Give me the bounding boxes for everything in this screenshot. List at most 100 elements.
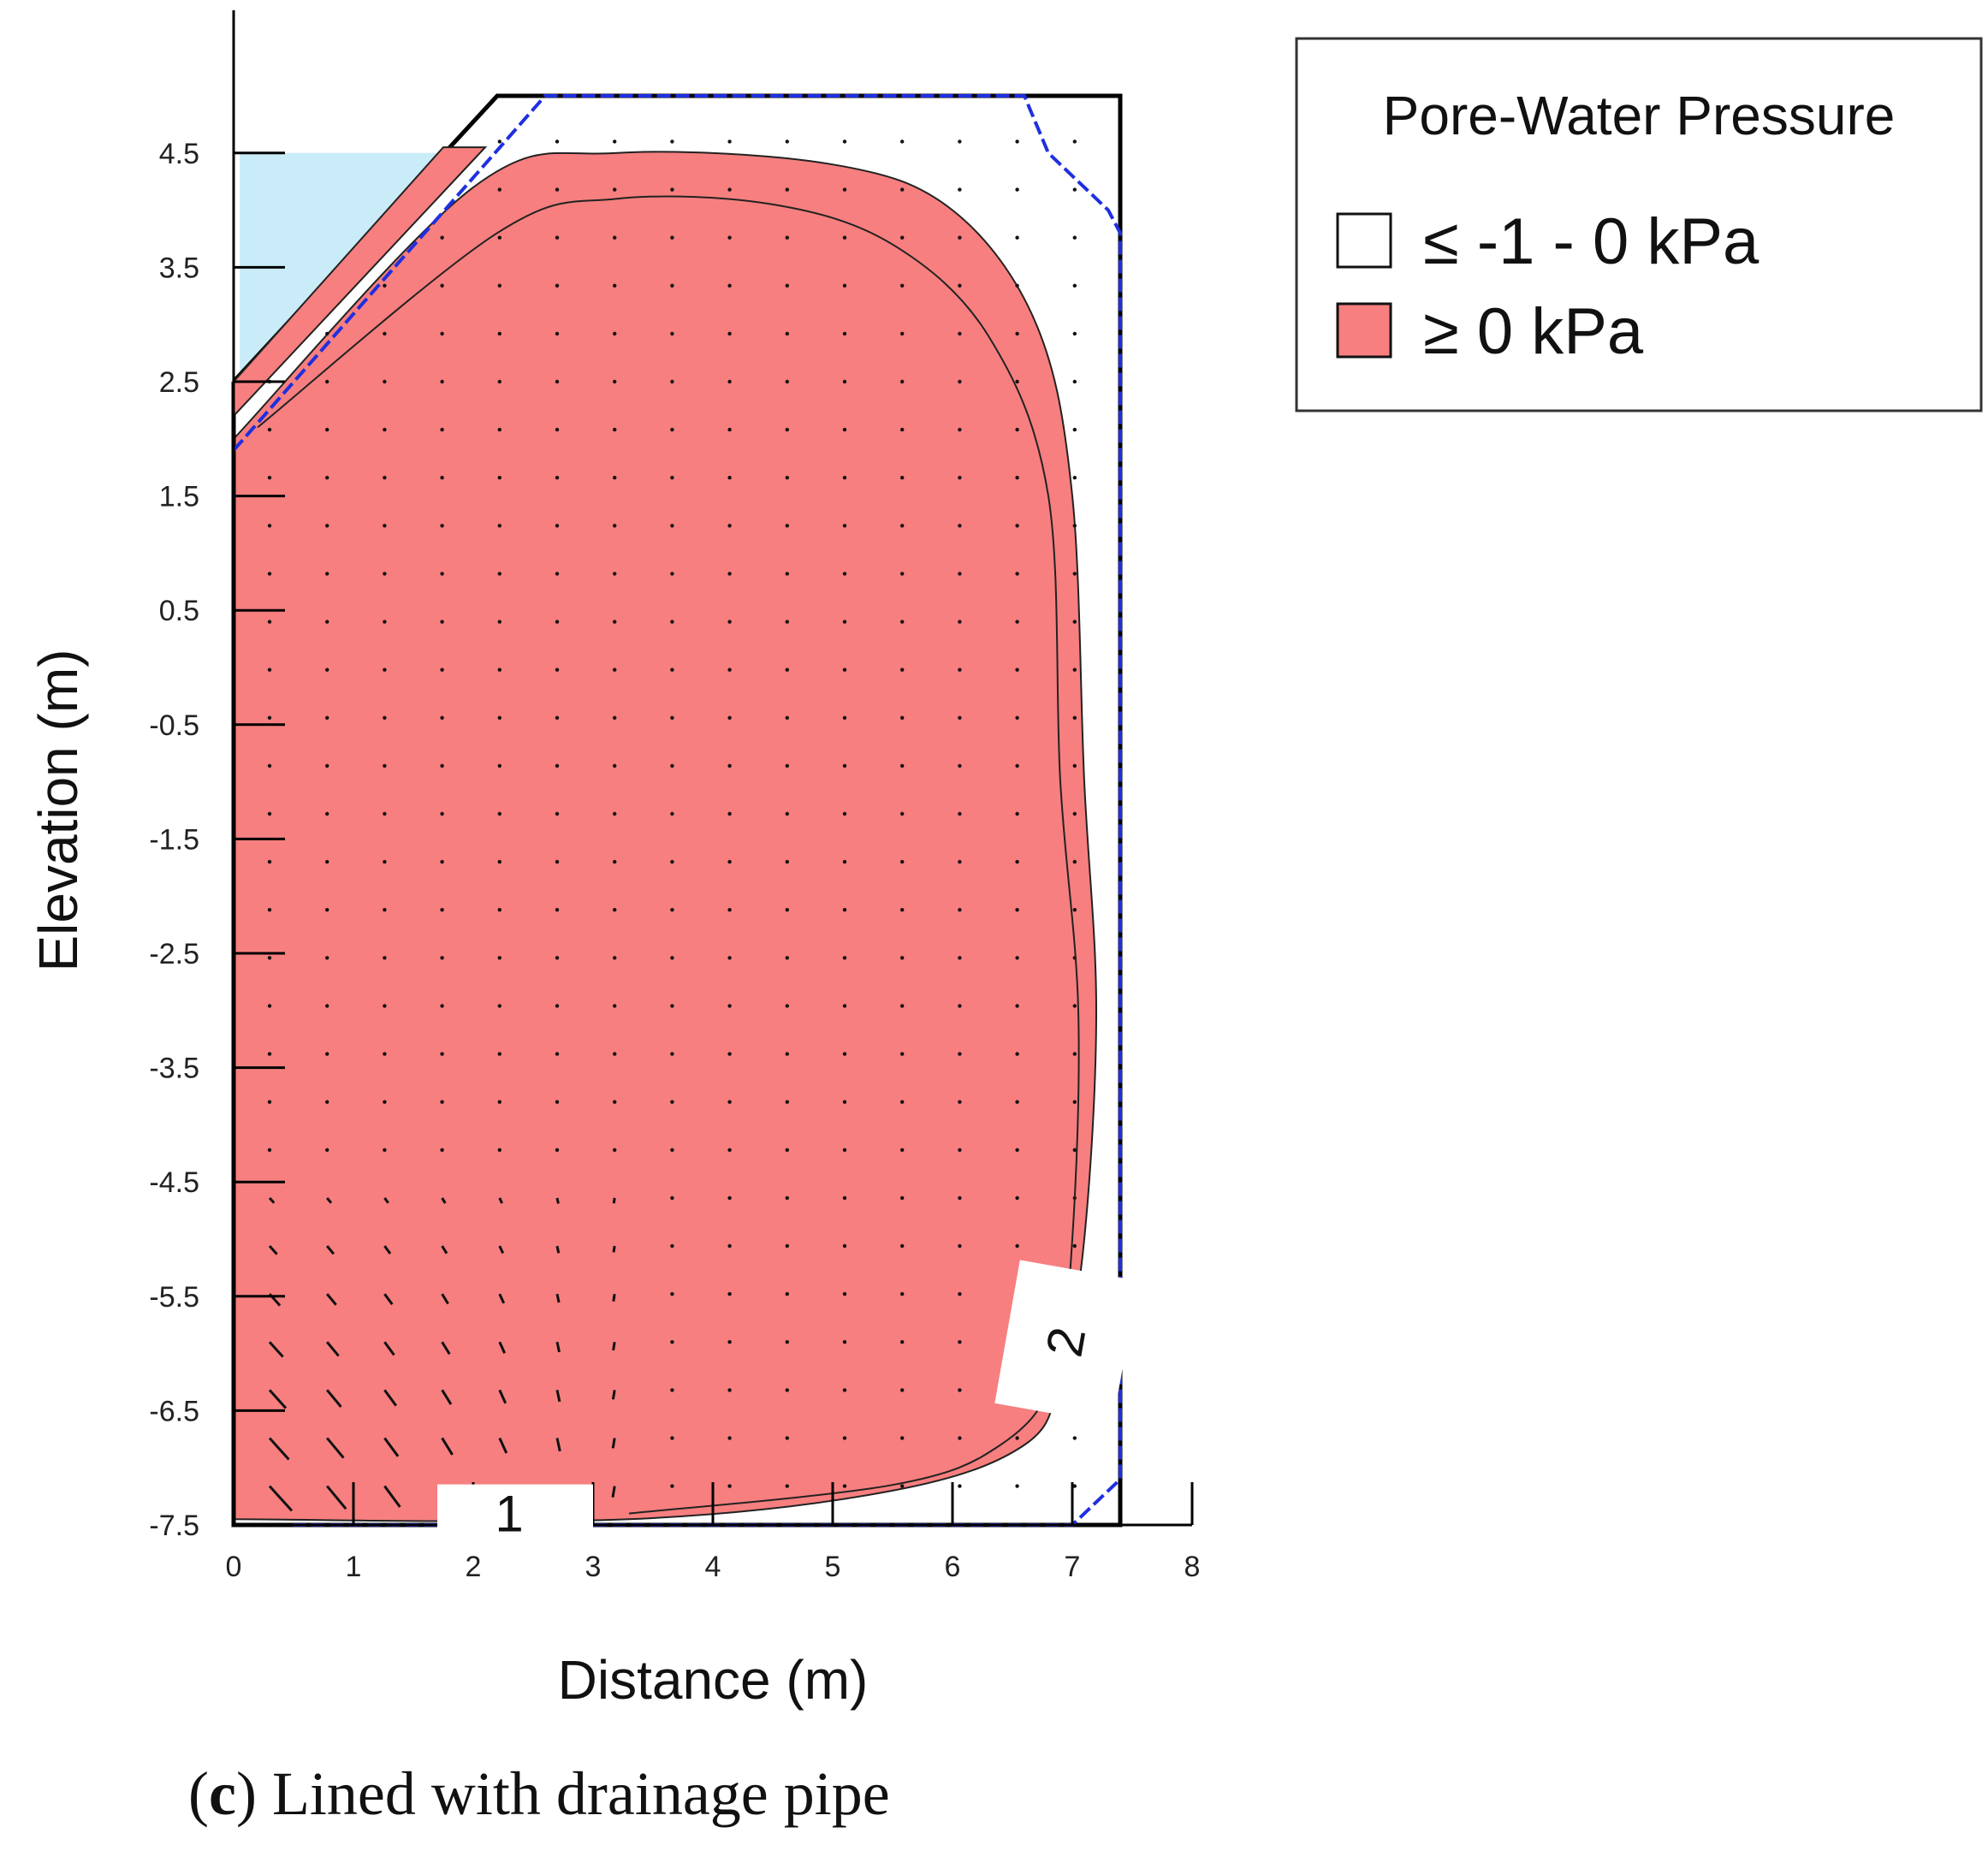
flow-vector (325, 524, 329, 528)
y-axis-title: Elevation (m) (27, 650, 89, 972)
flow-vector (555, 715, 560, 720)
flow-vector (900, 1484, 905, 1488)
flow-vector (958, 187, 962, 192)
flow-vector (497, 331, 501, 336)
contour-labels: 12 (437, 1260, 1138, 1543)
flow-vector (842, 235, 847, 240)
flow-vector (1072, 427, 1077, 432)
flow-vector (958, 235, 962, 240)
flow-vector (670, 572, 674, 576)
flow-vector (1015, 1484, 1019, 1488)
flow-vector (497, 908, 501, 912)
flow-vector (383, 1004, 387, 1008)
flow-vector (613, 620, 617, 624)
flow-vector (670, 1195, 674, 1201)
flow-vector (613, 715, 617, 720)
flow-vector (900, 1388, 905, 1392)
legend: Pore-Water Pressure ≤ -1 - 0 kPa ≥ 0 kPa (1295, 37, 1983, 412)
flow-vector (958, 956, 962, 960)
flow-vector (958, 908, 962, 912)
x-tick-label: 0 (226, 1551, 242, 1583)
flow-vector (267, 1148, 272, 1153)
flow-vector (497, 379, 501, 384)
flow-vector (900, 908, 905, 912)
flow-vector (958, 572, 962, 576)
flow-vector (1072, 283, 1077, 288)
flow-vector (842, 1388, 847, 1392)
flow-vector (555, 1390, 561, 1403)
flow-vector (785, 715, 789, 720)
flow-vector (670, 476, 674, 480)
flow-vector (842, 1195, 847, 1201)
flow-vector (497, 235, 501, 240)
flow-vector (1072, 620, 1077, 624)
flow-vector (613, 187, 617, 192)
flow-vector (440, 427, 444, 432)
flow-vector (383, 1100, 387, 1104)
flow-vector (555, 524, 560, 528)
legend-title: Pore-Water Pressure (1383, 85, 1896, 146)
flow-vector (727, 524, 732, 528)
contour-label-1: 1 (495, 1486, 523, 1543)
flow-vector (555, 1341, 561, 1353)
flow-vector (497, 283, 501, 288)
contour-label-box (994, 1260, 1138, 1425)
flow-vector (785, 811, 789, 816)
flow-vector (900, 283, 905, 288)
flow-vector (900, 1148, 905, 1153)
flow-vector (325, 908, 329, 912)
flow-vector (267, 667, 272, 672)
flow-vector (1072, 187, 1077, 192)
flow-vector (1072, 331, 1077, 336)
flow-vector (842, 283, 847, 288)
flow-vector (958, 1100, 962, 1104)
x-tick-label: 6 (945, 1551, 961, 1583)
flow-vector (727, 379, 732, 384)
flow-vector (555, 331, 560, 336)
flow-vector (842, 1148, 847, 1153)
flow-vector (555, 235, 560, 240)
flow-vector (440, 859, 444, 864)
flow-vector (958, 476, 962, 480)
flow-vector (325, 715, 329, 720)
flow-vector (441, 1341, 451, 1356)
flow-vector (555, 859, 560, 864)
flow-vector (900, 139, 905, 144)
flow-vector (267, 524, 272, 528)
flow-vector (727, 811, 732, 816)
flow-vector (958, 859, 962, 864)
flow-vector (785, 331, 789, 336)
flow-vector (267, 956, 272, 960)
flow-vector (1015, 427, 1019, 432)
flow-vector (1072, 715, 1077, 720)
flow-vector (497, 956, 501, 960)
flow-vector (1072, 1436, 1077, 1440)
flow-vector (613, 524, 617, 528)
flow-vector (383, 1389, 398, 1407)
flow-vector (383, 763, 387, 768)
flow-vector (497, 620, 501, 624)
flow-vector (555, 427, 560, 432)
flow-vector (498, 1389, 507, 1404)
chart-axes: 4.5 3.5 2.5 1.5 0.5 -0.5 -1.5 -2.5 -3.5 -4.5 -5.5 -… (27, 10, 1200, 1711)
flow-vector (842, 908, 847, 912)
flow-vector (900, 1243, 905, 1249)
flow-vector (555, 811, 560, 816)
flow-vector (325, 956, 329, 960)
flow-vector (497, 667, 501, 672)
flow-vector (785, 1195, 789, 1201)
flow-vector (900, 476, 905, 480)
flow-vector (958, 1195, 962, 1201)
y-tick-label: 3.5 (159, 252, 199, 284)
flow-vector (1015, 956, 1019, 960)
flow-vector (498, 1341, 507, 1354)
flow-vector (612, 1341, 616, 1351)
flow-vector (440, 331, 444, 336)
flow-vector (842, 379, 847, 384)
x-axis-title: Distance (m) (558, 1649, 869, 1711)
flow-vector (958, 715, 962, 720)
flow-vector (555, 139, 560, 144)
flow-vector (325, 859, 329, 864)
flow-vector (958, 1340, 962, 1344)
